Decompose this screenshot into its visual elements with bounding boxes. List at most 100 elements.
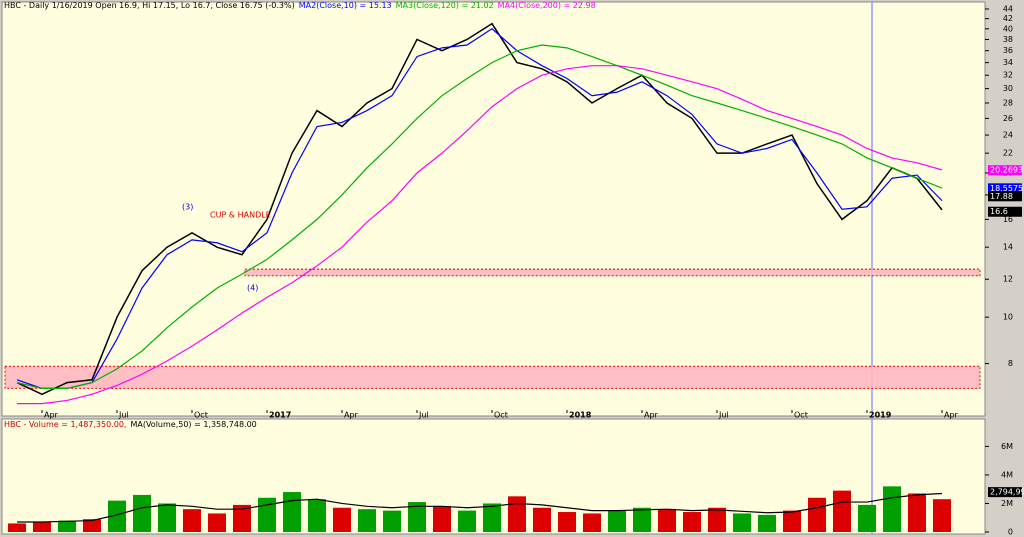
volume-bar: [558, 512, 576, 532]
volume-bar: [533, 507, 551, 532]
x-tick-label: 2019: [869, 411, 892, 420]
legend-entry: MA3(Close,120) = 21.02: [395, 1, 494, 10]
volume-bar: [458, 510, 476, 532]
y-tick-label: 16: [1003, 215, 1013, 224]
volume-bar: [858, 504, 876, 532]
volume-bar: [233, 504, 251, 532]
volume-bar: [783, 510, 801, 532]
volume-bar: [508, 496, 526, 532]
x-tick-label: Apr: [644, 411, 659, 420]
annotation: CUP & HANDLE: [210, 211, 271, 220]
volume-bar: [483, 503, 501, 532]
volume-bar: [383, 510, 401, 532]
volume-bar: [333, 507, 351, 532]
volume-bar: [58, 520, 76, 532]
y-tick-label: 36: [1003, 46, 1013, 55]
x-tick-label: 2018: [569, 411, 592, 420]
y-tick-label: 6M: [1001, 442, 1013, 451]
y-tick-label: 44: [1003, 4, 1013, 13]
price-header: HBC - Daily 1/16/2019 Open 16.9, Hi 17.1…: [4, 1, 600, 10]
y-tick-label: 2M: [1001, 499, 1013, 508]
volume-bar: [833, 490, 851, 532]
volume-bar: [758, 514, 776, 532]
legend-entry: MA(Volume,50) = 1,358,748.00: [130, 420, 257, 429]
y-tick-label: 12: [1003, 275, 1013, 284]
series-line: [16, 28, 943, 390]
x-tick-label: Oct: [794, 411, 808, 420]
volume-bar: [683, 512, 701, 532]
value-tag: [988, 165, 1022, 176]
annotation: (4): [247, 284, 258, 293]
y-tick-label: 4M: [1001, 470, 1013, 479]
value-tag-label: 2,794,99: [990, 488, 1024, 497]
volume-bar: [408, 502, 426, 532]
volume-bar: [908, 493, 926, 532]
value-tag-label: 17.88: [990, 192, 1013, 201]
value-tag: [988, 487, 1022, 498]
x-tick-label: Oct: [494, 411, 508, 420]
value-tag-label: 18.5575: [990, 184, 1023, 193]
series-line: [16, 22, 943, 396]
y-tick-label: 14: [1003, 243, 1013, 252]
y-tick-label: 34: [1003, 58, 1013, 67]
volume-header: HBC - Volume = 1,487,350.00, MA(Volume,50…: [4, 420, 261, 429]
series-line: [16, 44, 943, 390]
y-tick-label: 42: [1003, 14, 1013, 23]
y-tick-label: 30: [1003, 84, 1013, 93]
price-panel: [1, 1, 986, 417]
volume-bar: [108, 500, 126, 532]
value-tag-label: 20.2693: [990, 166, 1023, 175]
y-tick-label: 22: [1003, 149, 1013, 158]
volume-bar: [258, 497, 276, 532]
annotation: (3): [182, 203, 193, 212]
volume-bar: [33, 522, 51, 532]
volume-bar: [208, 513, 226, 532]
y-tick-label: 38: [1003, 35, 1013, 44]
series-line: [17, 492, 943, 523]
volume-bar: [608, 510, 626, 532]
volume-bar: [83, 519, 101, 532]
y-tick-label: 26: [1003, 114, 1013, 123]
volume-bar: [808, 497, 826, 532]
y-tick-label: 8: [1008, 359, 1013, 368]
volume-bar: [883, 486, 901, 532]
volume-bar: [733, 513, 751, 532]
volume-bar: [583, 513, 601, 532]
volume-bar: [158, 503, 176, 532]
value-tag: [988, 191, 1022, 202]
y-tick-label: 28: [1003, 98, 1013, 107]
zone: [244, 268, 981, 277]
x-tick-label: Jul: [118, 411, 129, 420]
y-tick-label: 10: [1003, 313, 1013, 322]
volume-bar: [433, 506, 451, 532]
volume-bar: [183, 509, 201, 532]
x-tick-label: Jul: [418, 411, 429, 420]
y-tick-label: 24: [1003, 131, 1013, 140]
volume-title: HBC - Volume = 1,487,350.00,: [4, 420, 127, 429]
x-tick-label: Apr: [944, 411, 959, 420]
volume-bar: [8, 523, 26, 532]
volume-bar: [283, 492, 301, 532]
volume-bar: [933, 499, 951, 532]
volume-bar: [308, 499, 326, 532]
y-tick-label: 40: [1003, 24, 1013, 33]
volume-bar: [708, 507, 726, 532]
volume-bar: [658, 509, 676, 532]
legend-entry: MA4(Close,200) = 22.98: [497, 1, 596, 10]
y-tick-label: 32: [1003, 71, 1013, 80]
x-tick-label: Apr: [44, 411, 59, 420]
x-tick-label: Apr: [344, 411, 359, 420]
volume-bar: [633, 507, 651, 532]
volume-bar: [358, 509, 376, 532]
x-tick-label: Oct: [194, 411, 208, 420]
price-title: HBC - Daily 1/16/2019 Open 16.9, Hi 17.1…: [4, 1, 295, 10]
volume-bar: [133, 494, 151, 532]
x-tick-label: Jul: [718, 411, 729, 420]
y-tick-label: 0: [1008, 528, 1013, 537]
x-tick-label: 2017: [269, 411, 291, 420]
series-line: [17, 65, 943, 405]
value-tag: [988, 206, 1022, 217]
zone: [4, 365, 981, 389]
